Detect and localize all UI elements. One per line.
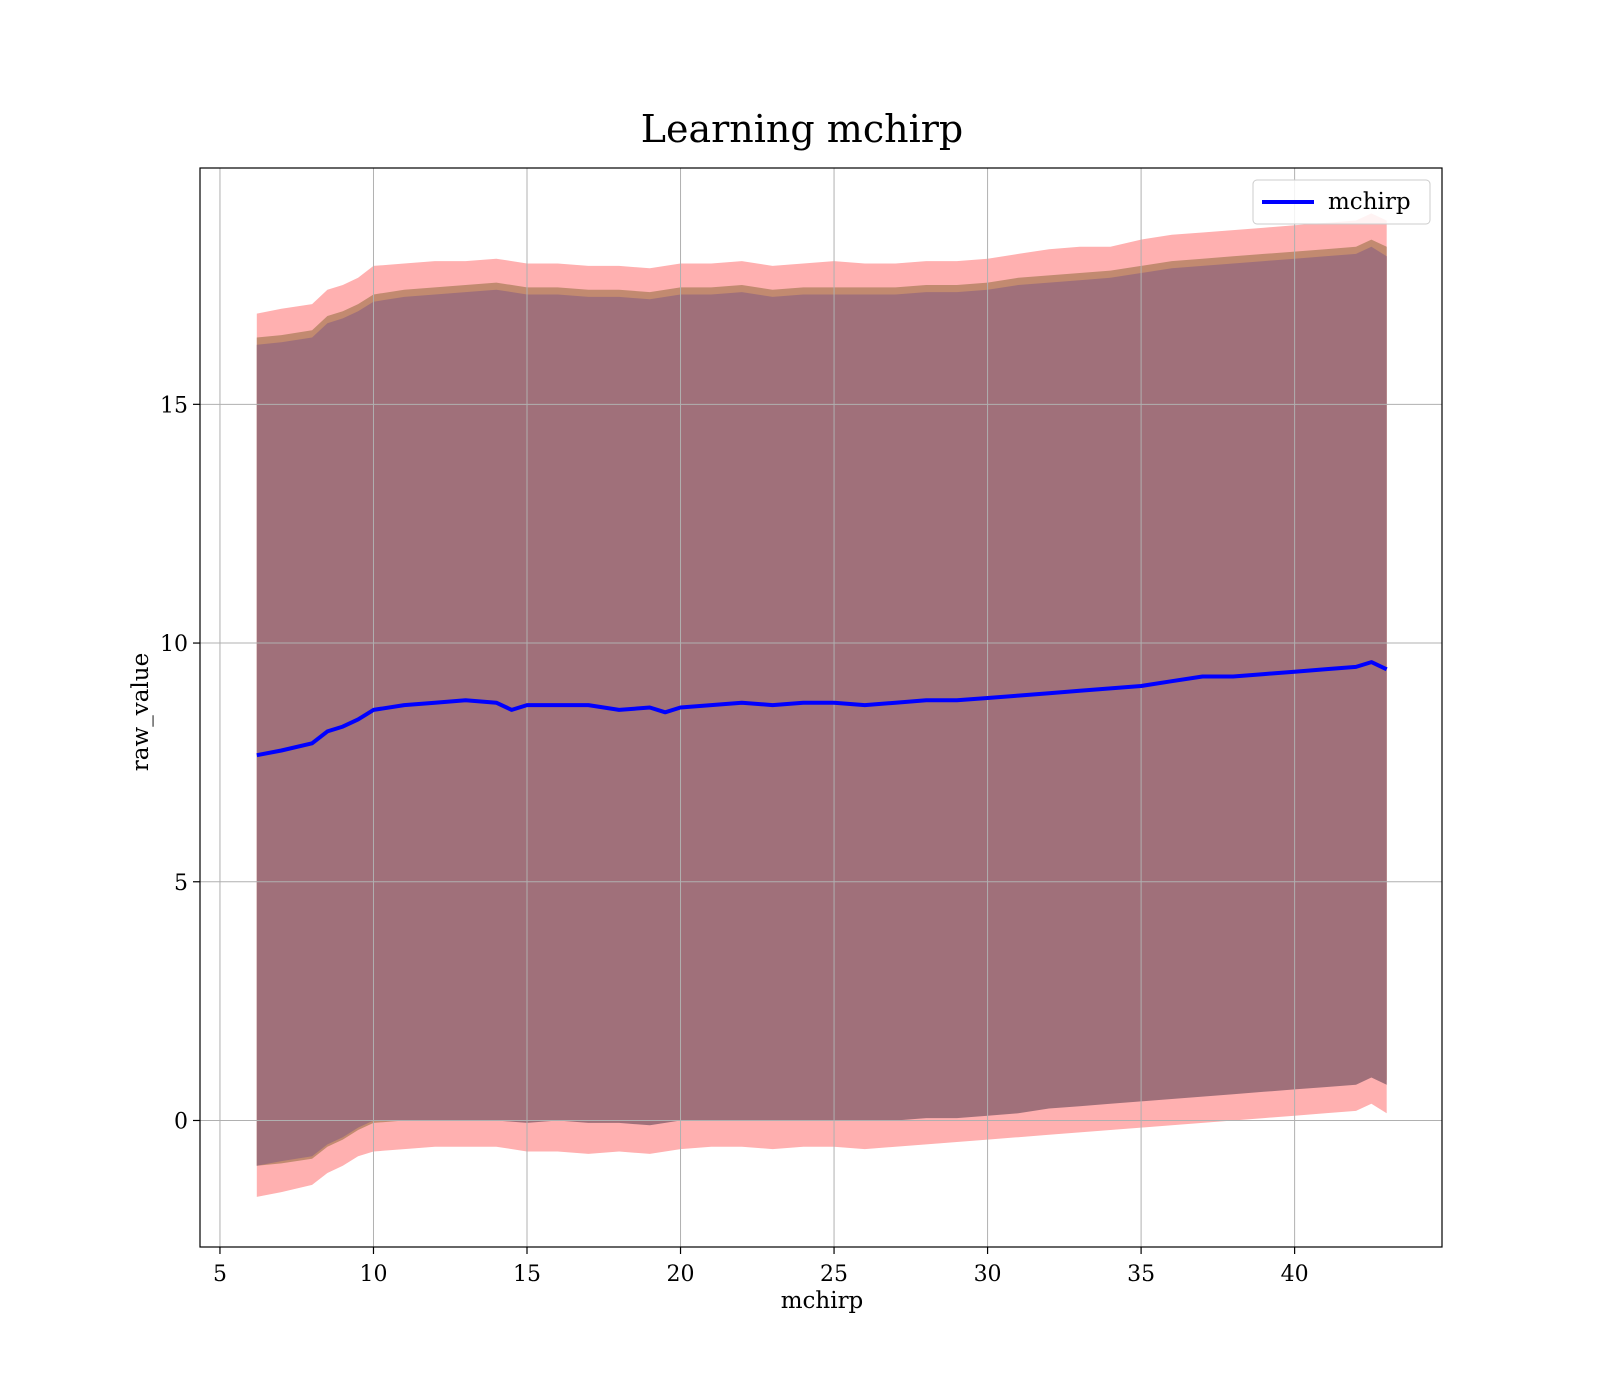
grid-layer xyxy=(200,168,1442,1247)
band-inner xyxy=(256,246,1387,1166)
plot-frame xyxy=(199,167,1443,1248)
x-axis: 5 10 15 20 25 30 35 40 xyxy=(213,1247,1309,1287)
x-tick-label: 35 xyxy=(1127,1262,1155,1287)
x-tick-label: 25 xyxy=(820,1262,848,1287)
x-tick-label: 40 xyxy=(1281,1262,1309,1287)
band-layer xyxy=(256,213,1387,1197)
x-tick-label: 10 xyxy=(359,1262,387,1287)
x-tick-label: 15 xyxy=(513,1262,541,1287)
x-tick-label: 20 xyxy=(667,1262,695,1287)
legend-box xyxy=(1252,179,1431,225)
legend-label: mchirp xyxy=(1328,189,1411,215)
y-axis: 0 5 10 15 xyxy=(160,393,200,1134)
chart-title: Learning mchirp xyxy=(641,107,963,151)
x-axis-label: mchirp xyxy=(781,1288,864,1314)
line-layer xyxy=(256,660,1388,758)
legend: mchirp xyxy=(1252,179,1431,225)
y-tick-label: 15 xyxy=(160,393,188,418)
y-axis-label: raw_value xyxy=(128,653,154,771)
y-tick-label: 0 xyxy=(174,1109,188,1134)
y-tick-label: 10 xyxy=(160,632,188,657)
x-tick-label: 5 xyxy=(213,1262,227,1287)
y-tick-label: 5 xyxy=(174,871,188,896)
series-line-mchirp xyxy=(256,660,1388,758)
x-tick-label: 30 xyxy=(974,1262,1002,1287)
